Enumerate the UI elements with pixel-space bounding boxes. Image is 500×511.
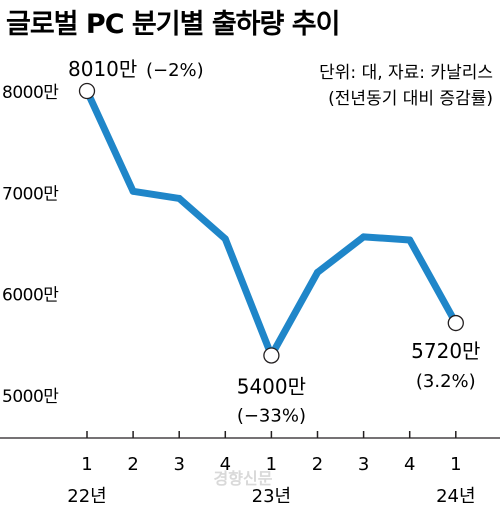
series-line xyxy=(83,87,460,359)
x-axis-year-labels: 22년 23년 24년 xyxy=(67,486,475,507)
y-axis-ticks: 8000만 7000만 6000만 5000만 xyxy=(2,83,60,407)
highlight-markers xyxy=(78,82,464,364)
chart-title: 글로벌 PC 분기별 출하량 추이 xyxy=(6,9,339,40)
x-tick-label: 2 xyxy=(312,454,323,475)
highlight-marker xyxy=(447,314,464,332)
year-label: 23년 xyxy=(252,486,291,507)
annotation-value: 5400만 xyxy=(237,374,306,398)
y-tick-label: 6000만 xyxy=(2,286,59,306)
x-tick-label: 1 xyxy=(81,454,92,475)
data-point xyxy=(175,194,183,202)
annotation-value: 8010만 xyxy=(68,57,137,81)
data-annotations: 8010만 (−2%) 5400만 (−33%) 5720만 (3.2%) xyxy=(68,57,480,426)
highlight-marker xyxy=(263,347,280,364)
annotation-change: (−33%) xyxy=(237,405,306,426)
year-label: 24년 xyxy=(436,486,475,507)
data-point xyxy=(221,235,229,243)
x-tick-label: 3 xyxy=(173,454,184,475)
data-point xyxy=(314,268,321,276)
annotation-change: (3.2%) xyxy=(416,371,476,392)
year-label: 22년 xyxy=(67,486,106,507)
x-tick-label: 4 xyxy=(404,454,415,475)
x-tick-label: 4 xyxy=(220,454,231,475)
y-tick-label: 8000만 xyxy=(2,83,59,103)
watermark: 경향신문 xyxy=(214,469,273,488)
unit-source-note: 단위: 대, 자료: 카날리스 xyxy=(319,63,493,83)
change-rate-note: (전년동기 대비 증감률) xyxy=(328,89,493,109)
y-tick-label: 5000만 xyxy=(2,387,59,407)
x-tick-label: 3 xyxy=(358,454,369,475)
highlight-marker xyxy=(78,82,96,100)
data-point xyxy=(360,233,368,241)
annotation-change: (−2%) xyxy=(146,60,204,81)
x-tick-label: 2 xyxy=(127,454,138,475)
y-tick-label: 7000만 xyxy=(2,184,59,204)
x-tick-label: 1 xyxy=(266,454,277,475)
x-axis-tick-marks xyxy=(86,431,457,438)
annotation-value: 5720만 xyxy=(411,339,480,363)
data-point xyxy=(129,187,137,195)
data-point xyxy=(406,236,414,244)
x-axis-quarter-labels: 1 2 3 4 1 2 3 4 1 xyxy=(81,454,461,475)
x-tick-label: 1 xyxy=(450,454,461,475)
